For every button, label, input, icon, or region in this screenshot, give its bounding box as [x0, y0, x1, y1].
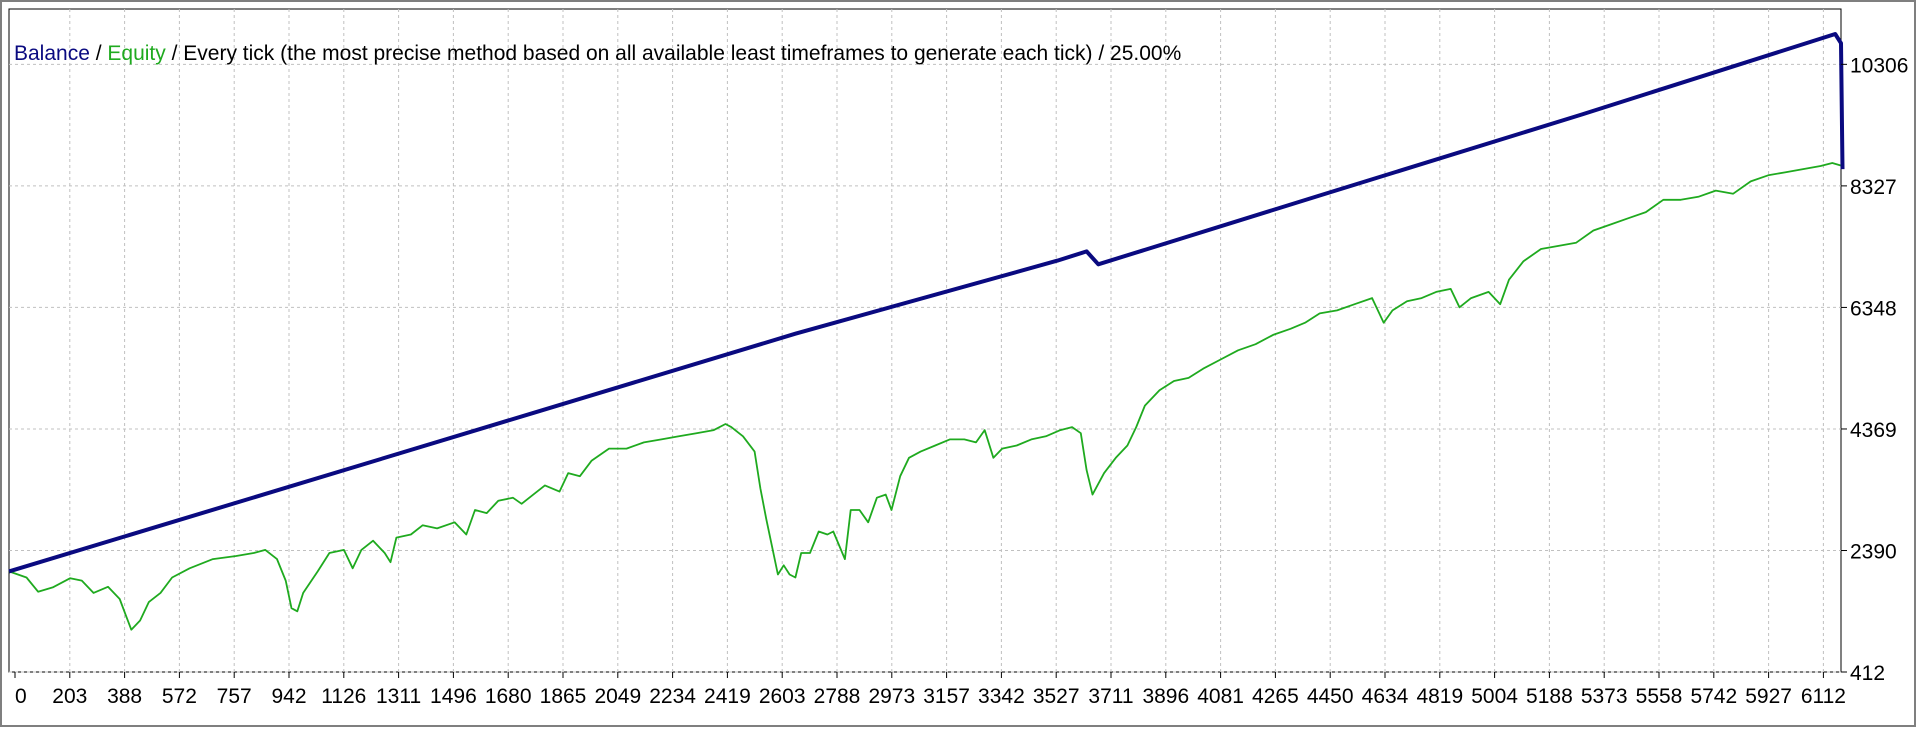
x-tick-label: 1496: [430, 685, 477, 708]
x-tick-label: 1311: [376, 685, 421, 708]
x-tick-label: 2788: [814, 685, 861, 708]
y-tick-label: 412: [1850, 662, 1885, 685]
x-tick-label: 1126: [321, 685, 366, 708]
y-tick-label: 8327: [1850, 176, 1897, 199]
x-tick-label: 3527: [1033, 685, 1080, 708]
x-tick-label: 572: [162, 685, 197, 708]
title-equity-label: Equity: [107, 42, 166, 65]
x-tick-label: 5558: [1636, 685, 1683, 708]
y-tick-label: 10306: [1850, 54, 1908, 77]
x-tick-label: 388: [107, 685, 142, 708]
x-tick-label: 2234: [649, 685, 696, 708]
y-tick-label: 4369: [1850, 419, 1897, 442]
y-tick-label: 6348: [1850, 297, 1897, 320]
y-axis: 10306 8327 6348 4369 2390 412: [1841, 54, 1908, 685]
x-tick-label: 5742: [1690, 685, 1737, 708]
x-tick-label: 203: [52, 685, 87, 708]
x-tick-label: 2603: [759, 685, 806, 708]
x-tick-label: 4634: [1362, 685, 1409, 708]
chart-title: Balance / Equity / Every tick (the most …: [14, 42, 1181, 65]
x-tick-label: 5004: [1471, 685, 1518, 708]
y-tick-label: 2390: [1850, 541, 1897, 564]
x-tick-label: 5188: [1526, 685, 1573, 708]
x-tick-label: 4450: [1307, 685, 1354, 708]
x-tick-label: 2049: [594, 685, 641, 708]
series-layer: [8, 32, 1845, 631]
x-tick-label: 757: [217, 685, 252, 708]
title-separator: /: [90, 42, 108, 65]
x-tick-label: 6112: [1801, 685, 1846, 708]
x-tick-label: 2419: [704, 685, 751, 708]
x-tick-label: 0: [15, 685, 27, 708]
x-tick-label: 4819: [1416, 685, 1463, 708]
title-description: / Every tick (the most precise method ba…: [166, 42, 1182, 65]
x-axis: 0 203 388 572 757 942 1126 1311 1496 1680 1865 2049…: [14, 672, 1846, 708]
x-tick-label: 3157: [923, 685, 970, 708]
plot-area-border: [8, 8, 1842, 673]
x-tick-label: 5373: [1581, 685, 1628, 708]
x-tick-label: 3711: [1088, 685, 1133, 708]
x-tick-label: 4081: [1197, 685, 1244, 708]
x-tick-label: 4265: [1252, 685, 1299, 708]
x-tick-label: 3342: [978, 685, 1025, 708]
equity-series-line: [8, 162, 1843, 631]
balance-series-line: [8, 32, 1845, 574]
x-tick-label: 1865: [540, 685, 587, 708]
grid-lines: [9, 9, 1841, 673]
x-tick-label: 2973: [868, 685, 915, 708]
title-balance-label: Balance: [14, 42, 90, 65]
x-tick-label: 1680: [485, 685, 532, 708]
x-tick-label: 3896: [1142, 685, 1189, 708]
x-tick-label: 5927: [1745, 685, 1792, 708]
x-tick-label: 942: [271, 685, 306, 708]
